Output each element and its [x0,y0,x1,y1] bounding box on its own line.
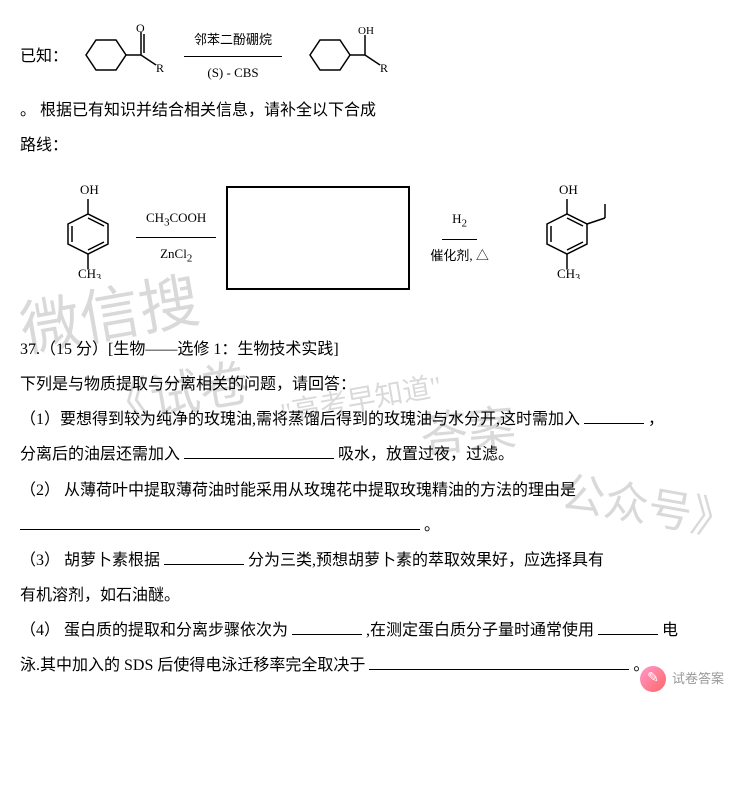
q37-part3: （3） 胡萝卜素根据 分为三类,预想胡萝卜素的萃取效果好，应选择具有 [20,543,734,578]
intermediate-blank-box [226,186,410,290]
period: 。 [424,517,440,534]
q37-p3a: （3） 胡萝卜素根据 [20,552,160,569]
reaction-arrow: 邻苯二酚硼烷 (S) - CBS [184,26,282,88]
svg-text:CH3: CH3 [557,266,580,279]
reagent-arrow-1: CH3COOH ZnCl2 [136,204,216,272]
blank-1a [584,407,644,424]
q37-part4-cont: 泳.其中加入的 SDS 后使得电泳迁移率完全取决于 。 [20,648,734,683]
known-tail-text: 。 根据已有知识并结合相关信息，请补全以下合成 [20,93,376,128]
known-reaction-row: 已知： O R 邻苯二酚硼烷 (S) - CBS OH R 。 根据已有知识并结… [20,20,734,128]
svg-text:OH: OH [559,184,578,197]
footer-attribution: ✎ 试卷答案 [640,665,724,694]
arrow-top-label: 邻苯二酚硼烷 [184,26,282,58]
ketone-structure: O R [76,20,166,93]
reagent-2-bottom: 催化剂, △ [420,240,499,271]
svg-text:OH: OH [80,184,99,197]
reagent-1-bottom: ZnCl2 [150,238,202,271]
q37-p4c: 电 [662,622,678,639]
route-label: 路线： [20,128,734,163]
blank-2 [20,513,420,530]
blank-4a [292,618,362,635]
logo-icon: ✎ [640,666,666,692]
start-compound: OH CH3 [38,184,118,292]
q37-part3-cont: 有机溶剂，如石油醚。 [20,578,734,613]
q37-p1c: 分离后的油层还需加入 [20,446,180,463]
reagent-1-top: CH3COOH [136,204,216,238]
q37-part4: （4） 蛋白质的提取和分离步骤依次为 ,在测定蛋白质分子量时通常使用 电 [20,613,734,648]
q37-header: 37.（15 分）[生物——选修 1：生物技术实践] [20,332,734,367]
reagent-arrow-2: H2 催化剂, △ [420,205,499,270]
reagent-2-top: H2 [442,205,477,239]
q37-intro: 下列是与物质提取与分离相关的问题，请回答： [20,367,734,402]
alcohol-structure: OH R [300,20,395,93]
arrow-bottom-label: (S) - CBS [197,57,268,88]
q37-p4d: 泳.其中加入的 SDS 后使得电泳迁移率完全取决于 [20,657,365,674]
q37-p4a: （4） 蛋白质的提取和分离步骤依次为 [20,622,288,639]
q37-p1d: 吸水，放置过夜，过滤。 [338,446,514,463]
svg-text:CH3: CH3 [78,266,101,279]
q37-part2: （2） 从薄荷叶中提取薄荷油时能采用从玫瑰花中提取玫瑰精油的方法的理由是 [20,473,734,508]
known-label: 已知： [20,39,68,74]
q37-p1a: （1）要想得到较为纯净的玫瑰油,需将蒸馏后得到的玫瑰油与水分开,这时需加入 [20,411,580,428]
comma: ， [648,411,664,428]
blank-4b [598,618,658,635]
svg-text:R: R [380,61,388,75]
blank-4c [369,653,629,670]
blank-3a [164,548,244,565]
q37-p3b: 分为三类,预想胡萝卜素的萃取效果好，应选择具有 [248,552,604,569]
blank-1b [184,442,334,459]
footer-label: 试卷答案 [672,665,724,694]
synthesis-scheme: OH CH3 CH3COOH ZnCl2 H2 催化剂, △ OH [30,184,734,292]
q37-part2-blank: 。 [20,508,734,543]
svg-text:R: R [156,61,164,75]
q37-part1: （1）要想得到较为纯净的玫瑰油,需将蒸馏后得到的玫瑰油与水分开,这时需加入 ， [20,402,734,437]
q37-part1-cont: 分离后的油层还需加入 吸水，放置过夜，过滤。 [20,437,734,472]
product-compound: OH CH3 [517,184,617,292]
svg-text:O: O [136,21,145,35]
svg-text:OH: OH [358,25,374,37]
q37-p4b: ,在测定蛋白质分子量时通常使用 [366,622,594,639]
